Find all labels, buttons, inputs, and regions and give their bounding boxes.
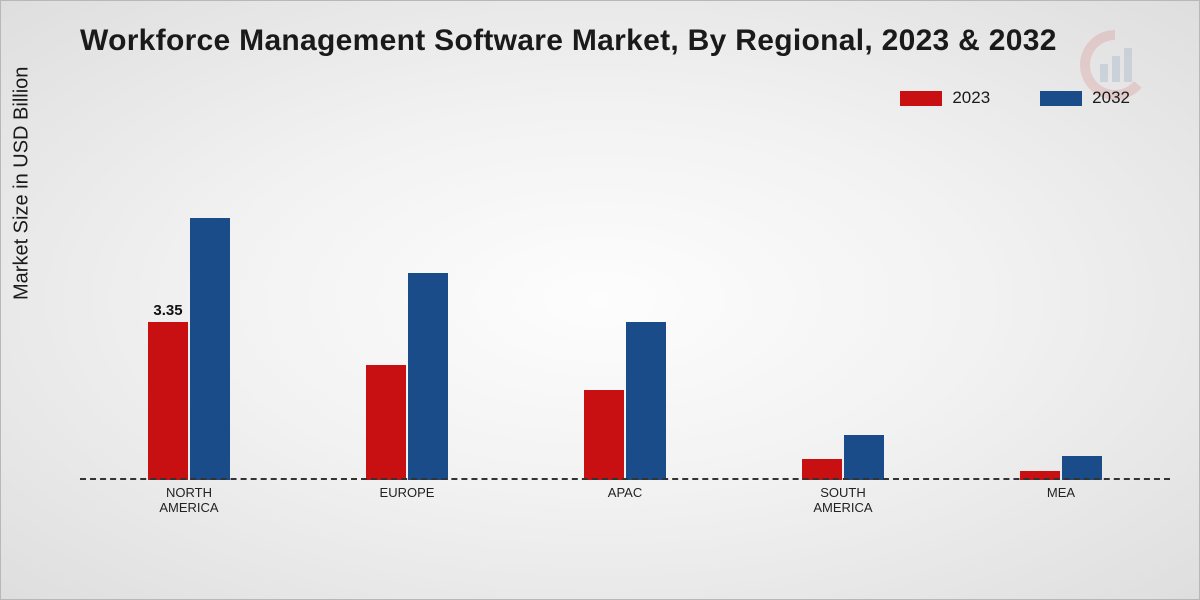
bar-2032 [1062,456,1102,480]
bar-2032 [844,435,884,480]
bar-groups: 3.35 [80,150,1170,480]
legend: 2023 2032 [900,88,1130,108]
x-axis-label: EUROPE [347,480,467,520]
bar-group [1020,456,1102,480]
bar-2023 [366,365,406,481]
legend-swatch-2032 [1040,91,1082,106]
bar-2023 [802,459,842,480]
bar-2032 [626,322,666,480]
chart-title: Workforce Management Software Market, By… [80,24,1057,58]
x-axis-label: MEA [1001,480,1121,520]
bar-group [366,273,448,480]
x-axis-label: SOUTH AMERICA [783,480,903,520]
legend-swatch-2023 [900,91,942,106]
bar-2032 [408,273,448,480]
bar-value-label: 3.35 [153,302,182,322]
plot-area: 3.35 NORTH AMERICA EUROPE APAC SOUTH AMERIC… [80,150,1170,520]
legend-item-2023: 2023 [900,88,990,108]
bar-group: 3.35 [148,218,230,480]
bar-group [584,322,666,480]
y-axis-label: Market Size in USD Billion [11,67,34,300]
x-axis-labels: NORTH AMERICA EUROPE APAC SOUTH AMERICA MEA [80,480,1170,520]
x-axis-label: NORTH AMERICA [129,480,249,520]
legend-item-2032: 2032 [1040,88,1130,108]
x-axis-label: APAC [565,480,685,520]
legend-label-2032: 2032 [1092,88,1130,108]
bar-2023: 3.35 [148,322,188,480]
bar-2023 [584,390,624,480]
legend-label-2023: 2023 [952,88,990,108]
bar-group [802,435,884,480]
bar-2032 [190,218,230,480]
